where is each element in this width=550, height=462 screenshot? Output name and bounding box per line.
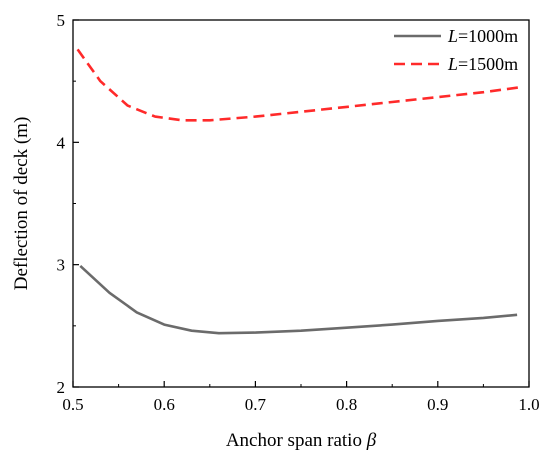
x-tick-label: 0.6 xyxy=(154,395,175,414)
series-line-1 xyxy=(79,264,518,335)
legend-label-1: L=1000m xyxy=(447,26,518,46)
legend-label-2: L=1500m xyxy=(447,54,518,74)
x-axis-title-text: Anchor span ratio xyxy=(226,430,362,451)
y-tick-label: 2 xyxy=(57,378,66,397)
x-axis-title: Anchor span ratio β xyxy=(226,430,377,451)
series-line-2 xyxy=(76,48,521,122)
x-tick-label: 0.9 xyxy=(427,395,448,414)
legend-label-suffix: =1000m xyxy=(458,26,518,46)
x-axis-title-symbol: β xyxy=(366,430,377,451)
legend-label-symbol: L xyxy=(447,54,458,74)
y-tick-label: 5 xyxy=(57,11,66,30)
y-axis-title: Deflection of deck (m) xyxy=(11,117,32,291)
x-tick-label: 1.0 xyxy=(518,395,539,414)
y-tick-label: 4 xyxy=(57,133,66,152)
plot-lines xyxy=(76,48,521,335)
x-tick-label: 0.8 xyxy=(336,395,357,414)
legend-label-suffix: =1500m xyxy=(458,54,518,74)
legend-label-symbol: L xyxy=(447,26,458,46)
y-tick-label: 3 xyxy=(57,256,66,275)
x-tick-label: 0.5 xyxy=(62,395,83,414)
x-tick-label: 0.7 xyxy=(245,395,267,414)
tick-labels: 0.5 0.6 0.7 0.8 0.9 1.0 2 3 4 5 xyxy=(57,11,540,414)
axis-ticks xyxy=(72,19,530,388)
